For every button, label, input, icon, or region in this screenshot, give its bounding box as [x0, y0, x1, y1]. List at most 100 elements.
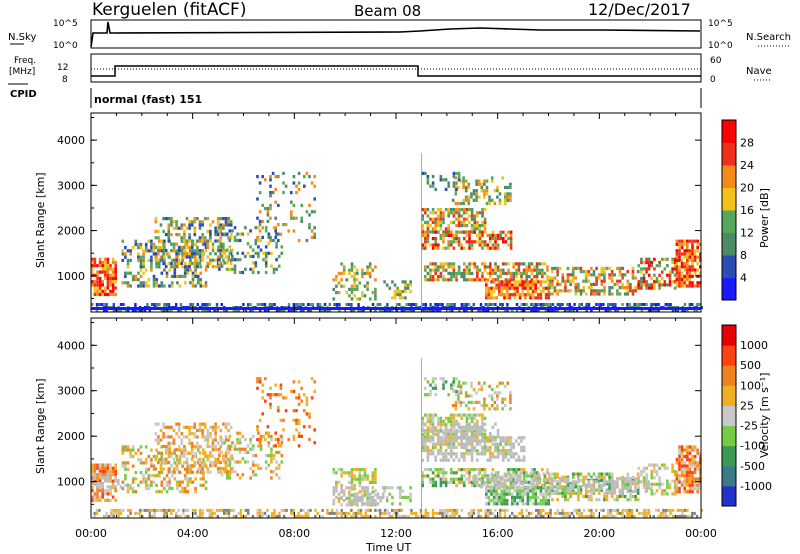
velocity-scatter-cell — [224, 422, 228, 426]
velocity-scatter-cell — [680, 454, 684, 459]
velocity-groundscatter-cell — [452, 458, 456, 462]
velocity-nearrange-cell — [643, 508, 646, 512]
power-scatter-cell — [439, 211, 443, 215]
velocity-nearrange-cell — [525, 508, 528, 512]
velocity-scatter-cell — [350, 468, 354, 472]
power-scatter-cell — [680, 271, 684, 275]
velocity-nearrange-cell — [683, 508, 687, 512]
power-scatter-cell — [126, 284, 130, 288]
power-nearrange-cell — [614, 309, 617, 312]
velocity-scatter-cell — [597, 478, 601, 483]
power-nearrange-cell — [117, 309, 120, 312]
velocity-scatter-cell — [244, 450, 247, 454]
velocity-scatter-cell — [421, 432, 424, 436]
power-nearrange-cell — [607, 309, 610, 312]
velocity-scatter-cell — [223, 441, 226, 445]
power-scatter-cell — [251, 248, 255, 252]
power-scatter-cell — [499, 233, 502, 237]
power-scatter-cell — [348, 271, 351, 275]
velocity-scatter-cell — [444, 442, 448, 446]
power-nearrange-cell — [635, 303, 639, 306]
velocity-scatter-cell — [383, 489, 386, 493]
power-scatter-cell — [508, 283, 511, 287]
velocity-nearrange-cell — [484, 514, 487, 518]
power-scatter-cell — [467, 182, 471, 186]
velocity-scatter-cell — [178, 480, 182, 484]
velocity-scatter-cell — [675, 480, 679, 484]
power-scatter-cell — [678, 271, 681, 275]
power-scatter-cell — [584, 273, 588, 277]
velocity-groundscatter-cell — [473, 436, 476, 440]
velocity-scatter-cell — [524, 492, 527, 496]
velocity-nearrange-cell — [607, 511, 610, 515]
power-scatter-cell — [610, 270, 614, 274]
power-nearrange-cell — [427, 309, 430, 312]
power-scatter-cell — [444, 230, 448, 234]
power-colorbar-swatch — [722, 277, 736, 301]
power-scatter-cell — [496, 268, 500, 272]
power-scatter-cell — [447, 208, 450, 212]
power-scatter-cell — [201, 223, 204, 227]
power-nearrange-cell — [335, 303, 339, 306]
power-scatter-cell — [571, 273, 575, 277]
velocity-scatter-cell — [444, 484, 448, 488]
nsky-label: N.Sky — [8, 32, 36, 43]
power-scatter-cell — [313, 184, 316, 188]
power-scatter-cell — [529, 283, 532, 287]
velocity-scatter-cell — [188, 467, 191, 471]
velocity-scatter-cell — [587, 472, 591, 476]
power-scatter-cell — [139, 255, 143, 259]
power-scatter-cell — [584, 292, 588, 296]
power-scatter-cell — [426, 230, 430, 234]
power-scatter-cell — [297, 171, 301, 175]
power-scatter-cell — [219, 242, 223, 246]
velocity-scatter-cell — [214, 448, 217, 452]
velocity-groundscatter-cell — [429, 452, 432, 456]
velocity-scatter-cell — [691, 464, 694, 468]
power-scatter-cell — [468, 262, 471, 266]
velocity-groundscatter-cell — [512, 455, 515, 459]
velocity-scatter-cell — [476, 413, 479, 417]
velocity-scatter-cell — [675, 477, 679, 481]
power-scatter-cell — [424, 171, 427, 175]
velocity-scatter-cell — [272, 457, 276, 461]
power-nearrange-cell — [614, 303, 617, 306]
velocity-scatter-cell — [124, 461, 127, 465]
power-nearrange-cell — [691, 303, 694, 306]
power-scatter-cell — [310, 210, 314, 214]
velocity-nearrange-cell — [345, 511, 348, 515]
power-nearrange-cell — [561, 303, 564, 306]
velocity-nearrange-cell — [460, 508, 463, 512]
power-nearrange-cell — [647, 309, 651, 312]
power-scatter-cell — [678, 265, 681, 269]
velocity-scatter-cell — [454, 407, 458, 411]
velocity-scatter-cell — [534, 486, 537, 490]
power-scatter-cell — [683, 278, 686, 282]
velocity-scatter-cell — [666, 492, 669, 496]
velocity-nearrange-cell — [335, 514, 339, 518]
velocity-scatter-cell — [194, 490, 197, 494]
velocity-nearrange-cell — [122, 508, 125, 512]
power-scatter-cell — [193, 220, 197, 224]
velocity-scatter-cell — [193, 425, 197, 429]
power-scatter-cell — [463, 271, 466, 275]
power-scatter-cell — [473, 278, 476, 282]
power-scatter-cell — [139, 242, 143, 246]
power-scatter-cell — [363, 271, 367, 275]
power-scatter-cell — [345, 278, 349, 282]
power-scatter-cell — [157, 261, 160, 265]
velocity-scatter-cell — [487, 502, 491, 506]
velocity-scatter-cell — [487, 489, 491, 493]
velocity-scatter-cell — [186, 490, 190, 494]
power-scatter-cell — [587, 279, 591, 283]
velocity-scatter-cell — [472, 407, 476, 411]
power-nearrange-cell — [141, 309, 144, 312]
velocity-groundscatter-cell — [496, 442, 500, 446]
velocity-scatter-cell — [274, 431, 277, 435]
velocity-scatter-cell — [111, 469, 115, 474]
velocity-scatter-cell — [124, 477, 127, 481]
power-scatter-cell — [621, 266, 624, 270]
power-nearrange-cell — [158, 303, 161, 306]
power-scatter-cell — [176, 281, 179, 285]
velocity-groundscatter-cell — [379, 499, 382, 503]
